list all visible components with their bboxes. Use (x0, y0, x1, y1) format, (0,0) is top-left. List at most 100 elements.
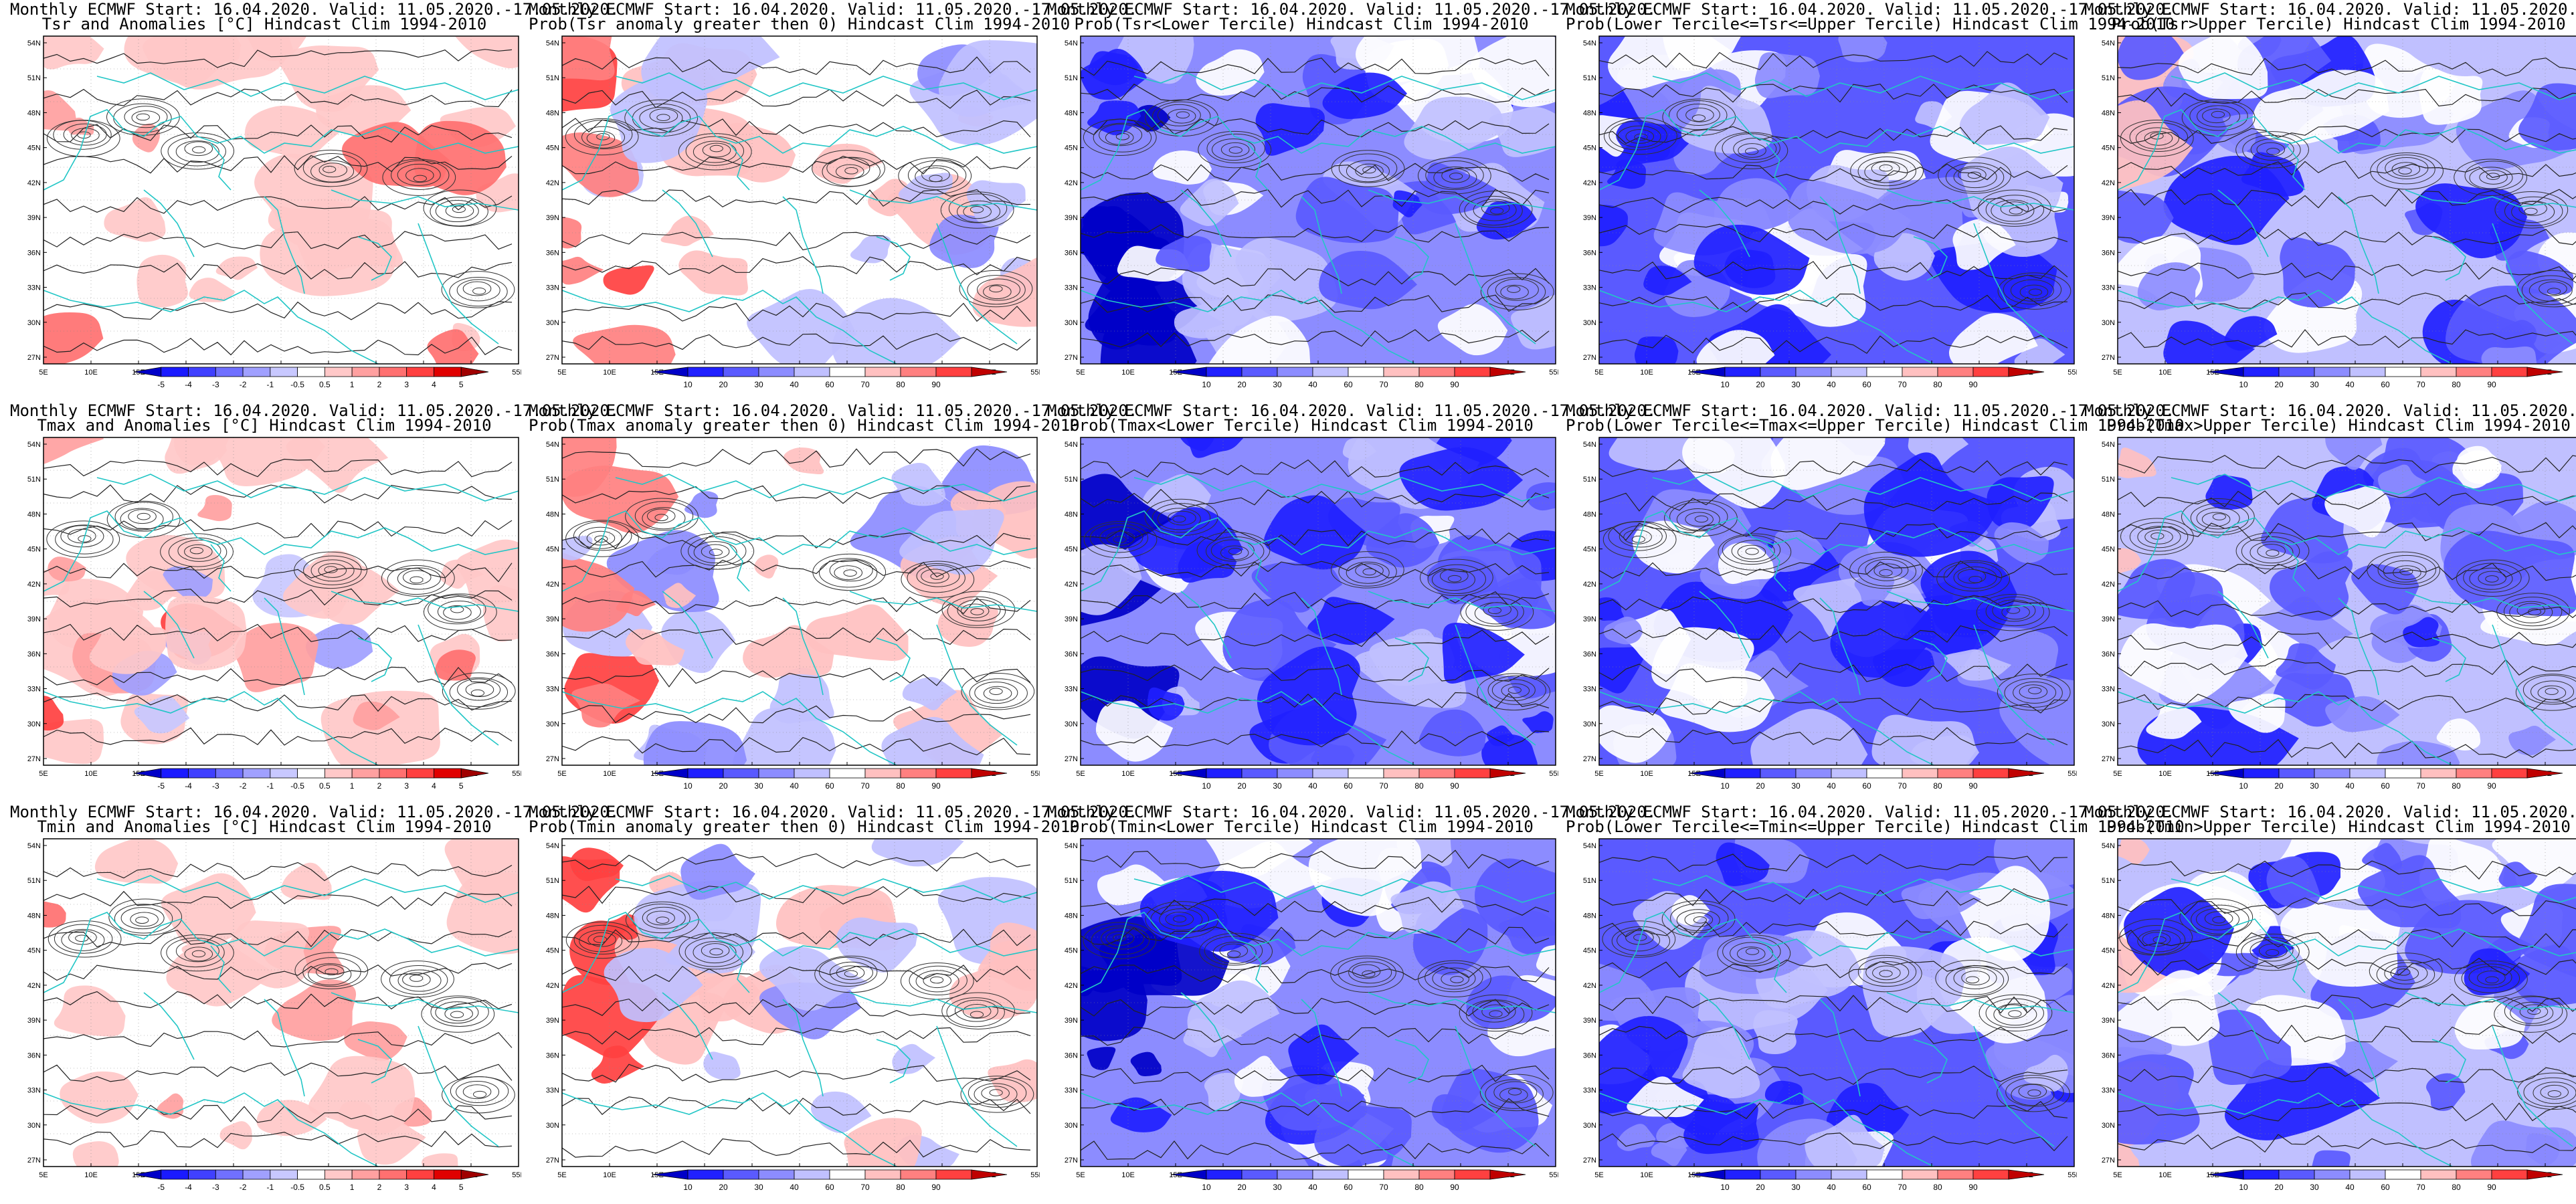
colorbar-swatch (1760, 768, 1797, 779)
lat-tick-label: 36N (546, 249, 559, 257)
colorbar-label: 1 (350, 781, 355, 791)
colorbar-label: 90 (931, 781, 941, 791)
lat-tick-label: 36N (546, 1051, 559, 1060)
lat-tick-label: 33N (1065, 284, 1078, 292)
colorbar-swatch (1206, 1169, 1243, 1180)
colorbar-label: 0.5 (319, 781, 331, 791)
shading-area (1959, 82, 2050, 145)
lat-tick-label: 30N (2102, 1122, 2115, 1130)
shading-area (1204, 1072, 1244, 1111)
lat-tick-label: 27N (1065, 354, 1078, 362)
lat-tick-label: 30N (1583, 319, 1596, 327)
shading-area (562, 466, 679, 534)
shading-area (1095, 700, 1174, 762)
colorbar-swatch (2526, 367, 2563, 377)
colorbar-label: -3 (212, 1183, 219, 1192)
lat-tick-label: 42N (1065, 982, 1078, 990)
lon-tick-label: 55E (1549, 369, 1558, 377)
lat-tick-label: 39N (1583, 615, 1596, 623)
lat-tick-label: 51N (2102, 476, 2115, 484)
shading-area (643, 721, 747, 765)
colorbar-swatch (1383, 768, 1420, 779)
colorbar-swatch (900, 367, 937, 377)
shading-area (1651, 627, 1754, 711)
panel-subtitle: Prob(Lower Tercile<=Tmax<=Upper Tercile)… (1566, 416, 2185, 435)
colorbar-label: -2 (240, 781, 247, 791)
colorbar-label: 80 (1414, 1183, 1424, 1192)
shading-area (2351, 564, 2419, 615)
shading-area (440, 559, 484, 589)
shading-area (455, 36, 519, 69)
shading-area (43, 437, 104, 464)
lat-tick-label: 48N (546, 510, 559, 518)
lat-tick-label: 45N (2102, 947, 2115, 955)
lat-tick-label: 54N (2102, 441, 2115, 449)
lon-tick-label: 10E (603, 770, 616, 778)
lat-tick-label: 27N (546, 755, 559, 763)
colorbar-swatch (406, 367, 434, 377)
lat-tick-label: 39N (1583, 1017, 1596, 1025)
lat-tick-label: 48N (2102, 109, 2115, 117)
shading-area (311, 563, 399, 625)
lat-tick-label: 30N (27, 720, 41, 728)
shading-area (320, 690, 440, 765)
panel-subtitle: Prob(Tmax anomaly greater then 0) Hindca… (529, 416, 1080, 435)
lat-tick-label: 54N (1065, 441, 1078, 449)
lat-tick-label: 27N (546, 1157, 559, 1165)
lat-tick-label: 30N (1065, 720, 1078, 728)
colorbar-label: 3 (404, 781, 409, 791)
colorbar-swatch (161, 768, 189, 779)
colorbar-swatch (758, 367, 795, 377)
shading-area (1187, 980, 1280, 1048)
lat-tick-label: 27N (27, 354, 41, 362)
colorbar-swatch (829, 367, 866, 377)
colorbar-swatch (935, 367, 972, 377)
colorbar-swatch (270, 768, 298, 779)
lat-tick-label: 54N (1583, 842, 1596, 850)
map-canvas: 54N51N48N45N42N39N36N33N30N27N5E10E15E20… (1583, 838, 2077, 1179)
lon-tick-label: 5E (39, 770, 48, 778)
colorbar-label: 40 (1827, 380, 1836, 389)
colorbar-label: -5 (157, 380, 165, 389)
colorbar-label: 40 (1308, 380, 1317, 389)
shading-area (810, 1091, 872, 1133)
panel-subtitle: Tmax and Anomalies [°C] Hindcast Clim 19… (37, 416, 492, 435)
forecast-map-panel: Monthly ECMWF Start: 16.04.2020. Valid: … (529, 803, 1137, 1197)
shading-area (1901, 878, 1982, 920)
lon-tick-label: 5E (1594, 1171, 1603, 1179)
shading-area (1147, 687, 1185, 721)
lon-tick-label: 55E (2067, 369, 2077, 377)
shading-area (2470, 1120, 2576, 1167)
shading-area (898, 173, 953, 203)
colorbar-label: 20 (719, 781, 728, 791)
shading-area (1716, 842, 1770, 886)
colorbar-swatch (687, 1169, 724, 1180)
forecast-map-panel: Monthly ECMWF Start: 16.04.2020. Valid: … (1047, 0, 1656, 395)
panel-subtitle: Tsr and Anomalies [°C] Hindcast Clim 199… (41, 15, 487, 33)
colorbar-swatch (1348, 367, 1384, 377)
map-canvas: 54N51N48N45N42N39N36N33N30N27N5E10E15E20… (1065, 35, 1558, 377)
shading-area (1081, 544, 1142, 615)
colorbar-label: 10 (683, 380, 693, 389)
lat-tick-label: 33N (1583, 284, 1596, 292)
colorbar-label: 70 (2416, 781, 2425, 791)
colorbar-swatch (900, 1169, 937, 1180)
map-canvas: 54N51N48N45N42N39N36N33N30N27N5E10E15E20… (2102, 437, 2576, 778)
colorbar-swatch (2207, 768, 2244, 779)
colorbar-swatch (406, 768, 434, 779)
colorbar-label: 10 (683, 781, 693, 791)
panel-subtitle: Prob(Tmin>Upper Tercile) Hindcast Clim 1… (2106, 817, 2571, 836)
colorbar-swatch (297, 367, 325, 377)
shading-area (2146, 704, 2202, 739)
lat-tick-label: 36N (1583, 249, 1596, 257)
shading-area (902, 677, 957, 710)
lat-tick-label: 51N (27, 74, 41, 82)
shading-area (219, 1121, 252, 1150)
colorbar-swatch (1454, 367, 1491, 377)
lat-tick-label: 30N (1583, 720, 1596, 728)
colorbar-swatch (1866, 1169, 1903, 1180)
shading-area (1617, 1124, 1656, 1151)
colorbar-swatch (971, 367, 1008, 377)
shading-area (72, 1141, 119, 1167)
lat-tick-label: 36N (546, 650, 559, 658)
